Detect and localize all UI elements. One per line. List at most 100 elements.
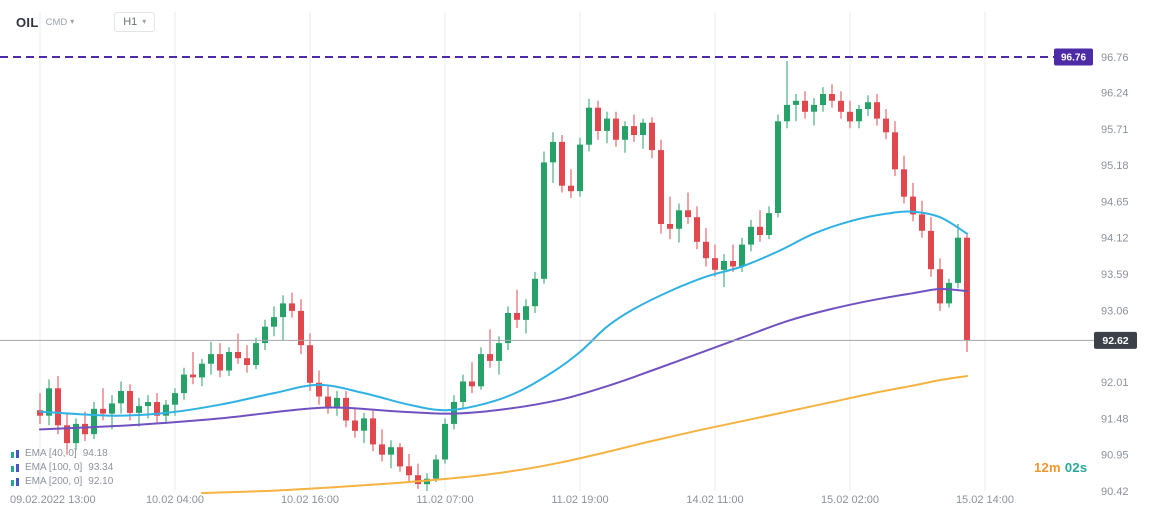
- x-axis-label: 11.02 19:00: [551, 494, 608, 506]
- indicator-value: 93.34: [88, 462, 114, 473]
- x-axis-label: 15.02 14:00: [956, 494, 1014, 506]
- candle-up: [271, 317, 277, 327]
- candle-down: [217, 354, 223, 371]
- candle-down: [289, 303, 295, 311]
- candle-down: [244, 358, 250, 365]
- current-price-badge-label: 92.62: [1102, 335, 1128, 347]
- candle-down: [829, 94, 835, 101]
- y-axis-label: 95.71: [1101, 124, 1129, 136]
- candle-up: [280, 303, 286, 318]
- x-axis-label: 09.02.2022 13:00: [10, 494, 96, 506]
- candle-countdown-timer: 12m 02s: [1034, 460, 1087, 475]
- candle-down: [937, 269, 943, 304]
- candle-down: [892, 132, 898, 170]
- symbol-name: OIL: [16, 14, 39, 30]
- candle-down: [874, 102, 880, 119]
- candle-up: [550, 141, 556, 163]
- candle-up: [361, 418, 367, 431]
- candle-up: [721, 261, 727, 270]
- chevron-down-icon: ▾: [142, 17, 147, 26]
- timeframe-dropdown[interactable]: H1 ▾: [114, 12, 156, 32]
- y-axis-label: 91.48: [1101, 413, 1129, 425]
- candle-up: [226, 352, 232, 371]
- candle-up: [811, 104, 817, 112]
- x-axis-label: 14.02 11:00: [686, 494, 743, 506]
- y-axis-label: 90.95: [1101, 450, 1129, 462]
- candle-up: [946, 282, 952, 304]
- candle-up: [172, 393, 178, 405]
- chevron-down-icon: ▾: [70, 17, 75, 26]
- candle-down: [37, 410, 43, 416]
- candle-up: [145, 402, 151, 407]
- indicator-legend-item[interactable]: EMA [40, 0] 94.18: [10, 448, 113, 459]
- candle-up: [523, 306, 529, 320]
- candle-up: [478, 354, 484, 387]
- candle-up: [388, 447, 394, 455]
- market-label: CMD: [45, 16, 68, 28]
- indicator-value: 92.10: [88, 476, 114, 487]
- indicator-icon: [10, 449, 20, 459]
- indicator-label: EMA [40, 0]: [25, 448, 77, 459]
- candles: [37, 61, 970, 491]
- candle-up: [460, 381, 466, 402]
- market-dropdown[interactable]: CMD ▾: [46, 17, 75, 28]
- candle-up: [541, 162, 547, 279]
- y-axis-label: 93.06: [1101, 305, 1129, 317]
- y-axis-label: 95.18: [1101, 160, 1129, 172]
- candle-down: [838, 100, 844, 112]
- candle-down: [100, 408, 106, 414]
- indicator-legend-item[interactable]: EMA [100, 0] 93.34: [10, 462, 113, 473]
- candle-up: [622, 126, 628, 140]
- candle-down: [235, 352, 241, 359]
- timer-minutes: 12m: [1034, 460, 1061, 475]
- candle-down: [919, 214, 925, 231]
- candle-down: [685, 210, 691, 218]
- candle-down: [154, 402, 160, 416]
- candle-up: [748, 226, 754, 245]
- x-axis-label: 15.02 02:00: [821, 494, 879, 506]
- candle-down: [190, 374, 196, 378]
- indicator-icon: [10, 477, 20, 487]
- candle-down: [964, 237, 970, 341]
- candle-up: [775, 121, 781, 213]
- candle-up: [73, 423, 79, 444]
- candle-down: [847, 111, 853, 122]
- candle-up: [865, 102, 871, 109]
- candle-down: [631, 126, 637, 135]
- candle-up: [334, 397, 340, 407]
- indicator-legend-item[interactable]: EMA [200, 0] 92.10: [10, 476, 113, 487]
- indicator-icon: [10, 463, 20, 473]
- candle-down: [64, 425, 70, 444]
- candle-up: [91, 408, 97, 435]
- candle-up: [856, 109, 862, 122]
- chart-header: OIL CMD ▾ H1 ▾: [16, 12, 156, 32]
- y-axis-label: 96.76: [1101, 52, 1129, 64]
- y-axis-label: 96.24: [1101, 88, 1129, 100]
- candle-down: [694, 217, 700, 242]
- candle-down: [397, 447, 403, 467]
- candle-up: [676, 210, 682, 229]
- candle-down: [568, 185, 574, 192]
- candle-down: [352, 420, 358, 431]
- candle-down: [415, 475, 421, 485]
- candle-up: [739, 244, 745, 267]
- candle-up: [532, 278, 538, 307]
- candle-up: [793, 100, 799, 105]
- ema-line: [39, 287, 968, 431]
- candle-down: [613, 118, 619, 140]
- indicator-label: EMA [200, 0]: [25, 476, 83, 487]
- y-axis-label: 92.01: [1101, 377, 1129, 389]
- candle-up: [208, 354, 214, 364]
- candle-down: [487, 354, 493, 361]
- candle-up: [820, 94, 826, 105]
- candle-up: [784, 104, 790, 122]
- candle-up: [496, 343, 502, 361]
- candle-up: [181, 374, 187, 394]
- x-axis-labels: 09.02.2022 13:00 10.02 04:00 10.02 16:00 11…: [10, 494, 1014, 506]
- candle-down: [343, 397, 349, 421]
- candle-down: [406, 466, 412, 476]
- timeframe-label: H1: [123, 16, 138, 28]
- candle-down: [595, 107, 601, 131]
